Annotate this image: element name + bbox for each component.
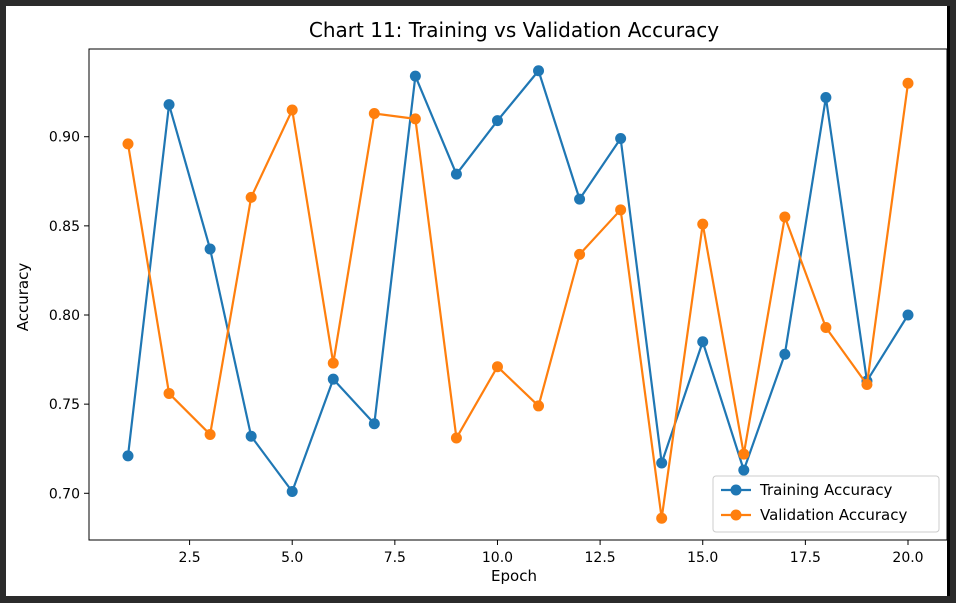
validation-accuracy-point — [245, 191, 257, 203]
legend-box — [712, 475, 940, 533]
training-accuracy-point — [327, 373, 339, 385]
legend: Training Accuracy Validation Accuracy — [712, 475, 940, 533]
y-tick-label: 0.70 — [49, 486, 80, 502]
validation-accuracy-point — [902, 77, 914, 89]
training-accuracy-point — [779, 348, 791, 360]
validation-accuracy-point — [574, 248, 586, 260]
validation-accuracy-point — [861, 379, 873, 391]
training-accuracy-point — [245, 430, 257, 442]
validation-accuracy-line — [126, 83, 910, 520]
y-tick-label: 0.75 — [49, 397, 80, 413]
x-tick-label: 20.0 — [892, 550, 923, 566]
y-axis-label: Accuracy — [14, 263, 32, 332]
x-tick-label: 10.0 — [482, 550, 513, 566]
validation-accuracy-point — [615, 204, 627, 216]
training-accuracy-line — [126, 69, 909, 493]
validation-accuracy-point — [820, 321, 832, 333]
y-axis-ticks: 0.70 0.75 0.80 0.85 0.90 — [49, 130, 89, 502]
training-accuracy-legend-label: Training Accuracy — [759, 481, 893, 499]
training-accuracy-point — [409, 70, 421, 82]
validation-accuracy-point — [286, 104, 298, 116]
training-accuracy-point — [656, 457, 668, 469]
validation-accuracy-point — [656, 512, 668, 524]
validation-accuracy-point — [738, 448, 750, 460]
validation-accuracy-point — [450, 432, 462, 444]
window-edge — [947, 6, 950, 596]
x-tick-label: 17.5 — [790, 550, 821, 566]
chart-title: Chart 11: Training vs Validation Accurac… — [309, 18, 719, 42]
validation-accuracy-legend-label: Validation Accuracy — [760, 506, 907, 524]
training-accuracy-point — [286, 486, 298, 498]
validation-accuracy-point — [204, 428, 216, 440]
training-accuracy-point — [533, 65, 545, 77]
training-accuracy-point — [491, 115, 503, 127]
training-accuracy-legend-marker — [730, 484, 742, 496]
plot-area-border — [88, 48, 948, 541]
training-accuracy-point — [450, 168, 462, 180]
x-tick-label: 5.0 — [281, 550, 303, 566]
validation-accuracy-point — [163, 387, 175, 399]
validation-accuracy-point — [533, 400, 545, 412]
training-accuracy-point — [902, 309, 914, 321]
training-accuracy-point — [204, 243, 216, 255]
validation-accuracy-point — [779, 211, 791, 223]
training-accuracy-point — [368, 418, 380, 430]
training-accuracy-point — [820, 91, 832, 103]
y-tick-label: 0.90 — [49, 130, 80, 146]
training-accuracy-point — [574, 193, 586, 205]
x-tick-label: 2.5 — [178, 550, 200, 566]
training-accuracy-point — [738, 464, 750, 476]
training-accuracy-point — [697, 336, 709, 348]
x-axis-label: Epoch — [491, 567, 537, 585]
validation-accuracy-point — [409, 113, 421, 125]
validation-accuracy-point — [327, 357, 339, 369]
validation-accuracy-point — [122, 138, 134, 150]
series-layer — [122, 65, 914, 524]
x-tick-label: 15.0 — [687, 550, 718, 566]
validation-accuracy-point — [368, 108, 380, 120]
y-tick-label: 0.80 — [49, 308, 80, 324]
validation-accuracy-legend-marker — [730, 509, 742, 521]
y-tick-label: 0.85 — [49, 219, 80, 235]
figure-canvas: Chart 11: Training vs Validation Accurac… — [6, 6, 948, 596]
line-chart: Chart 11: Training vs Validation Accurac… — [14, 18, 948, 585]
x-axis-ticks: 2.5 5.0 7.5 10.0 12.5 15.0 17.5 20.0 — [178, 540, 924, 566]
training-accuracy-point — [163, 99, 175, 111]
x-tick-label: 12.5 — [585, 550, 616, 566]
x-tick-label: 7.5 — [384, 550, 406, 566]
training-accuracy-point — [122, 450, 134, 462]
training-accuracy-point — [615, 132, 627, 144]
validation-accuracy-point — [697, 218, 709, 230]
validation-accuracy-point — [491, 361, 503, 373]
